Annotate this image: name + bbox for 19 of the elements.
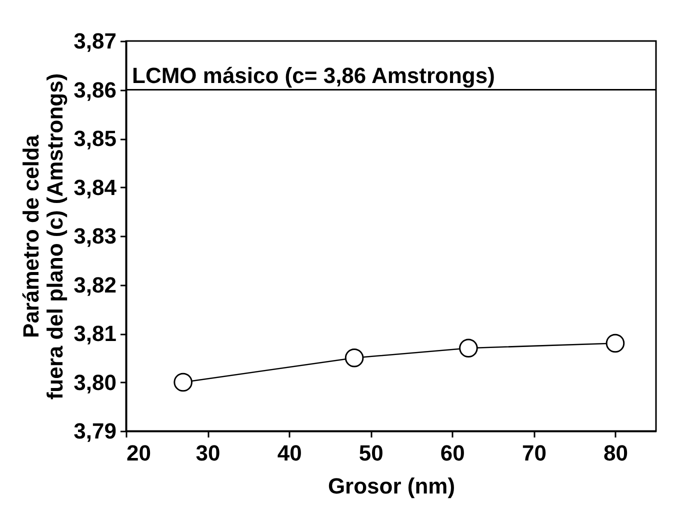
y-tick-label: 3,82 [74,272,116,298]
y-tick-label: 3,87 [74,28,116,54]
x-axis-title: Grosor (nm) [328,474,456,498]
x-tick-label: 30 [196,440,220,466]
x-tick-label: 50 [358,440,384,466]
y-tick-label: 3,83 [74,224,116,248]
ref-line-label: LCMO másico (c= 3,86 Amstrongs) [132,62,495,88]
y-tick-label: 3,84 [74,174,118,200]
y-tick-label: 3,81 [74,321,116,346]
x-tick-label: 70 [522,440,546,466]
y-tick-label: 3,85 [74,126,116,151]
x-tick-label: 20 [126,440,151,466]
x-tick-label: 60 [440,440,465,466]
x-tick-label: 80 [603,440,628,466]
y-tick-label: 3,86 [74,77,116,102]
x-tick-label: 40 [277,440,302,466]
y-tick-label: 3,79 [74,418,116,444]
y-axis-title: Parámetro de celda fuera del plano (c) (Amstrongs) [18,73,68,400]
y-tick-label: 3,80 [74,370,116,395]
